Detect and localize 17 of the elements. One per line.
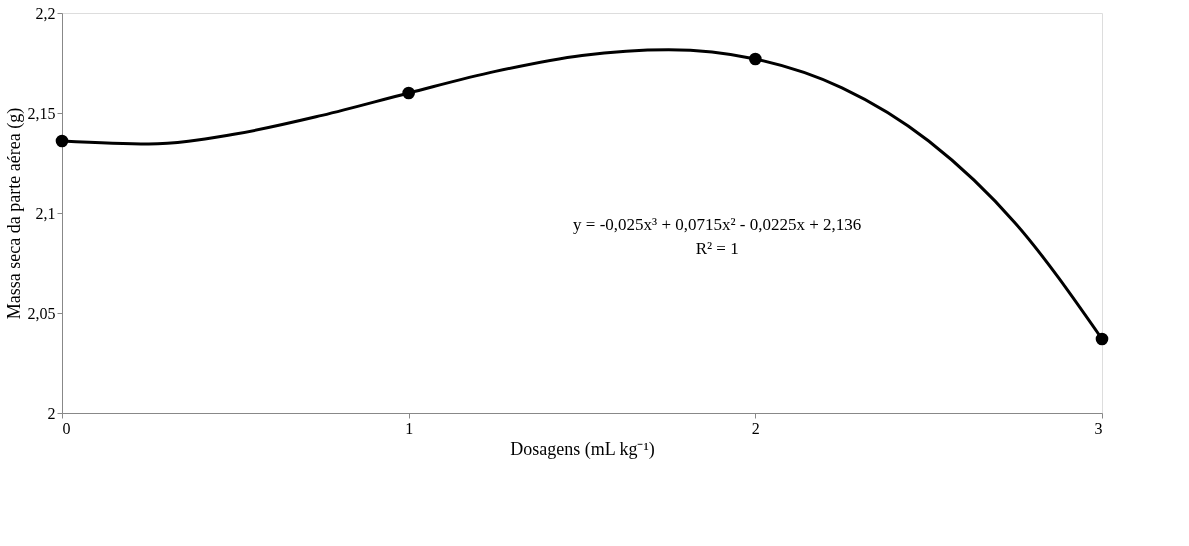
point (55, 134, 69, 148)
x-tick-label: 3 (1094, 419, 1103, 437)
y-tick-label: 2,05 (27, 304, 56, 322)
point (1095, 332, 1109, 346)
x-axis-title: Dosagens (mL kg⁻¹) (510, 438, 655, 460)
y-tick-label: 2,1 (35, 204, 56, 222)
x-tick-label: 1 (405, 419, 414, 437)
y-axis-title: Massa seca da parte aérea (g) (3, 107, 25, 320)
y-tick-label: 2,15 (27, 104, 56, 122)
x-tick-label: 2 (751, 419, 760, 437)
y-tick-label: 2 (47, 404, 56, 422)
y-tick-label: 2,2 (35, 4, 56, 22)
point (402, 86, 415, 100)
annotation: R² = 1 (695, 239, 739, 258)
x-tick-label: 0 (62, 419, 71, 437)
point (749, 52, 762, 66)
annotation: y = -0,025x³ + 0,0715x² - 0,0225x + 2,136 (573, 215, 862, 234)
